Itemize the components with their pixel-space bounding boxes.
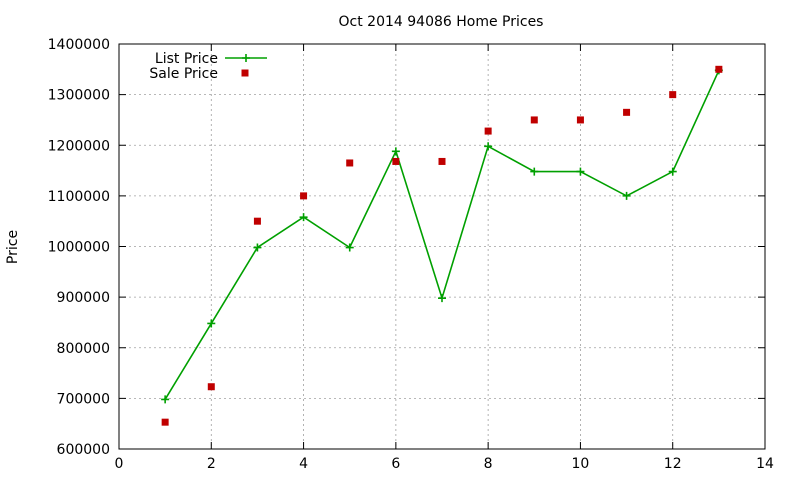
sale-price-point <box>576 116 584 124</box>
y-axis-label: Price <box>5 230 21 264</box>
list-price-point <box>391 147 400 156</box>
y-tick-label: 600000 <box>57 442 110 458</box>
chart-title: Oct 2014 94086 Home Prices <box>339 14 544 30</box>
legend-label-list-price: List Price <box>155 51 218 67</box>
list-price-point <box>253 243 262 252</box>
x-tick-label: 4 <box>299 456 308 472</box>
sale-price-point <box>438 157 446 165</box>
sale-price-series <box>161 65 723 426</box>
y-tick-label: 900000 <box>57 290 110 306</box>
grid <box>119 44 765 449</box>
sale-price-point <box>392 157 400 165</box>
y-tick-label: 1300000 <box>48 88 110 104</box>
y-tick-label: 1100000 <box>48 189 110 205</box>
legend-swatch-sale-price <box>241 69 249 77</box>
legend-marker-list-price <box>242 54 250 62</box>
list-price-point <box>207 319 216 328</box>
list-price-series <box>161 66 723 404</box>
legend-label-sale-price: Sale Price <box>149 66 218 82</box>
y-tick-label: 1000000 <box>48 240 110 256</box>
sale-price-point <box>623 108 631 116</box>
list-price-point <box>668 167 677 176</box>
y-tick-label: 800000 <box>57 341 110 357</box>
list-price-line <box>164 69 720 400</box>
list-price-point <box>299 213 308 222</box>
y-tick-label: 700000 <box>57 391 110 407</box>
list-price-point <box>576 167 585 176</box>
y-tick-label: 1400000 <box>48 37 110 53</box>
sale-price-point <box>484 127 492 135</box>
list-price-point <box>438 294 446 303</box>
sale-price-point <box>346 159 354 167</box>
list-price-point <box>484 142 493 151</box>
x-tick-label: 6 <box>391 456 400 472</box>
sale-price-point <box>530 116 538 124</box>
x-tick-label: 0 <box>115 456 124 472</box>
sale-price-point <box>161 418 169 426</box>
list-price-point <box>622 191 631 200</box>
sale-price-point <box>669 91 677 99</box>
sale-price-point <box>300 192 308 200</box>
x-tick-label: 8 <box>484 456 493 472</box>
sale-price-point <box>207 383 215 391</box>
x-tick-label: 2 <box>207 456 216 472</box>
list-price-point <box>530 167 539 176</box>
list-price-point <box>345 243 354 252</box>
sale-price-point <box>715 65 723 73</box>
series-layer <box>161 65 723 426</box>
sale-price-point <box>253 217 261 225</box>
list-price-point <box>161 395 170 404</box>
x-tick-label: 14 <box>756 456 774 472</box>
y-tick-label: 1200000 <box>48 138 110 154</box>
x-tick-label: 12 <box>664 456 682 472</box>
axis-ticks: 0 2 4 6 8 10 12 14 600000 700000 800000 900000 10000… <box>48 37 774 472</box>
x-tick-label: 10 <box>572 456 590 472</box>
